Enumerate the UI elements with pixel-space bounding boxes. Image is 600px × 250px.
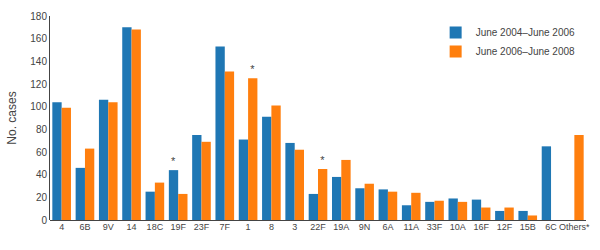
svg-text:No. cases: No. cases <box>5 91 19 144</box>
svg-text:*: * <box>320 154 325 166</box>
svg-text:160: 160 <box>30 33 47 44</box>
svg-text:12F: 12F <box>497 222 513 232</box>
svg-text:June 2004–June 2006: June 2004–June 2006 <box>476 27 575 38</box>
svg-text:60: 60 <box>36 147 48 158</box>
svg-text:Others*: Others* <box>559 222 590 232</box>
svg-text:80: 80 <box>36 124 48 135</box>
svg-text:6A: 6A <box>382 222 393 232</box>
svg-text:15B: 15B <box>520 222 536 232</box>
svg-text:40: 40 <box>36 169 48 180</box>
svg-text:19F: 19F <box>170 222 186 232</box>
svg-text:June 2006–June 2008: June 2006–June 2008 <box>476 46 575 57</box>
svg-text:33F: 33F <box>427 222 443 232</box>
svg-text:9V: 9V <box>103 222 114 232</box>
svg-text:140: 140 <box>30 56 47 67</box>
svg-text:*: * <box>171 155 176 167</box>
svg-text:6B: 6B <box>79 222 90 232</box>
svg-text:14: 14 <box>127 222 137 232</box>
svg-text:22F: 22F <box>310 222 326 232</box>
svg-text:23F: 23F <box>194 222 210 232</box>
svg-text:10A: 10A <box>450 222 466 232</box>
svg-text:4: 4 <box>59 222 64 232</box>
svg-text:20: 20 <box>36 192 48 203</box>
svg-text:0: 0 <box>41 215 47 226</box>
svg-text:11A: 11A <box>404 222 419 232</box>
svg-text:100: 100 <box>30 101 47 112</box>
svg-text:7F: 7F <box>220 222 231 232</box>
svg-text:*: * <box>250 63 255 75</box>
svg-text:16F: 16F <box>473 222 489 232</box>
svg-text:19A: 19A <box>333 222 349 232</box>
svg-text:3: 3 <box>292 222 297 232</box>
svg-text:6C: 6C <box>545 222 557 232</box>
svg-text:180: 180 <box>30 11 47 22</box>
svg-text:8: 8 <box>269 222 274 232</box>
svg-text:120: 120 <box>30 79 47 90</box>
svg-text:1: 1 <box>246 222 251 232</box>
svg-text:9N: 9N <box>359 222 371 232</box>
svg-text:18C: 18C <box>147 222 164 232</box>
